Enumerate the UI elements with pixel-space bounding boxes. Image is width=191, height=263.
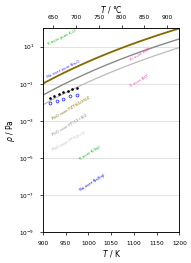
Text: K over K(liq): K over K(liq) — [79, 144, 102, 161]
Text: Bi over BKT: Bi over BKT — [129, 48, 151, 62]
X-axis label: $T$ / °C: $T$ / °C — [100, 4, 122, 15]
Y-axis label: $\rho$ / Pa: $\rho$ / Pa — [4, 119, 17, 142]
Text: Na over Na(liq): Na over Na(liq) — [79, 173, 106, 192]
Text: Na over pure Na₂O: Na over pure Na₂O — [47, 59, 81, 79]
Text: PbO over PZT(65/35)Z: PbO over PZT(65/35)Z — [52, 95, 91, 120]
Text: K over BKT: K over BKT — [129, 74, 150, 88]
Text: K over pure K₂O: K over pure K₂O — [47, 29, 77, 46]
X-axis label: $T$ / K: $T$ / K — [102, 248, 121, 259]
Text: PbO over PT(53+1): PbO over PT(53+1) — [52, 131, 87, 152]
Text: PbO over PT(53+δ)Z: PbO over PT(53+δ)Z — [52, 113, 89, 136]
